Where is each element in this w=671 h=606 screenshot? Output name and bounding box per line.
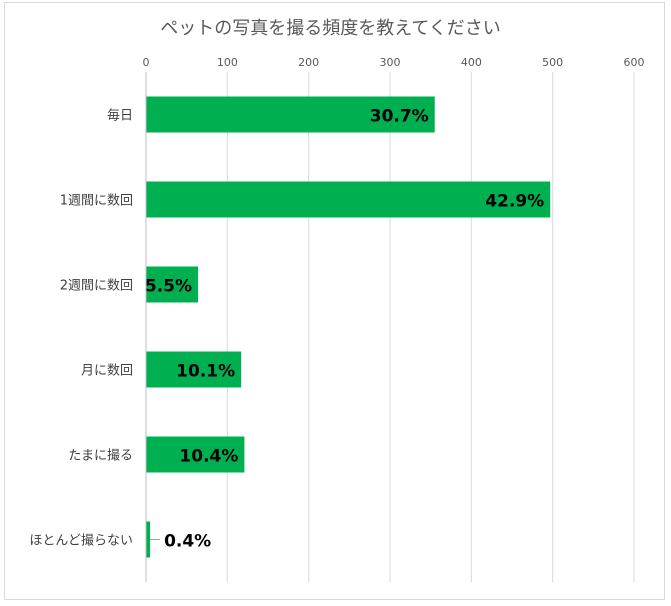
category-label: 2週間に数回 [60, 279, 133, 294]
category-label: たまに撮る [68, 448, 133, 464]
bar [146, 96, 435, 133]
bar [146, 351, 242, 388]
x-tick-label: 500 [542, 56, 563, 69]
bar [146, 266, 199, 303]
data-label: 0.4% [164, 532, 211, 552]
data-labels: 30.7% 42.9% 5.5% 10.1% 10.4% 0.4% [145, 107, 544, 552]
chart-title: ペットの写真を撮る頻度を教えてください [160, 18, 501, 39]
bar [146, 521, 151, 558]
bars [146, 96, 551, 558]
x-tick-label: 0 [143, 56, 150, 69]
category-label: 1週間に数回 [60, 194, 133, 209]
data-label: 30.7% [370, 107, 429, 127]
x-tick-label: 300 [380, 56, 401, 69]
gridlines [226, 72, 635, 582]
x-tick-label: 400 [461, 56, 482, 69]
data-label: 10.1% [176, 362, 235, 382]
category-label: 毎日 [107, 108, 133, 124]
x-axis-ticks: 0 100 200 300 400 500 600 [143, 56, 645, 69]
x-tick-label: 600 [624, 56, 645, 69]
data-label: 42.9% [485, 192, 544, 212]
bar [146, 181, 551, 218]
category-label: ほとんど撮らない [29, 533, 133, 549]
x-tick-label: 200 [298, 56, 319, 69]
data-label: 10.4% [179, 447, 238, 467]
x-tick-label: 100 [217, 56, 238, 69]
bar [146, 436, 245, 473]
category-label: 月に数回 [81, 364, 133, 379]
data-label: 5.5% [145, 277, 192, 297]
